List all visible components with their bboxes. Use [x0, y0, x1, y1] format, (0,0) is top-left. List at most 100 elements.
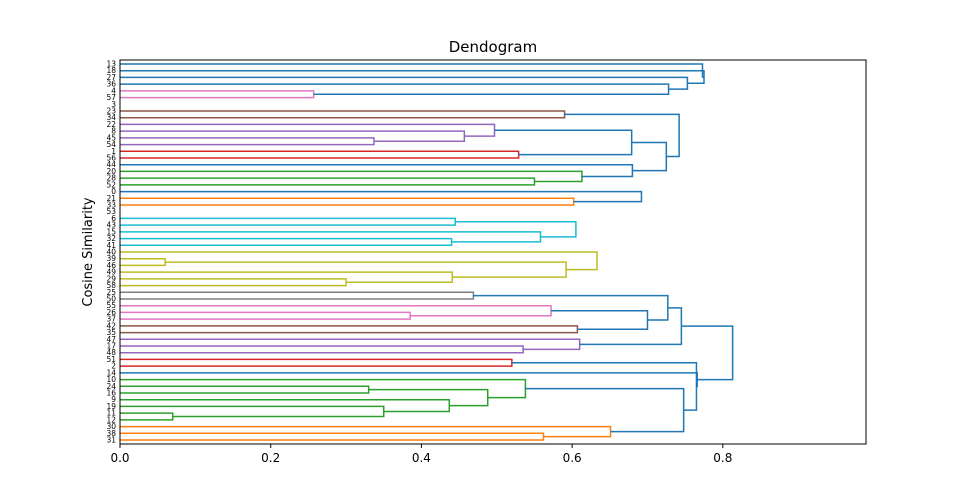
leaf-label: 57 — [106, 93, 116, 102]
leaf-label: 47 — [106, 335, 116, 344]
leaf-label: 14 — [106, 368, 116, 377]
dendrogram-link — [120, 372, 698, 388]
dendrogram-link — [120, 251, 598, 271]
leaf-label: 36 — [106, 80, 116, 89]
leaf-label: 27 — [106, 73, 116, 82]
dendrogram-link — [120, 271, 454, 283]
dendrogram-link — [120, 170, 583, 183]
chart-title: Dendogram — [449, 38, 537, 56]
leaf-label: 49 — [106, 268, 116, 277]
leaf-label: 52 — [106, 180, 116, 189]
x-tick-label: 0.6 — [563, 451, 582, 465]
leaf-label: 20 — [106, 167, 116, 176]
leaf-label: 55 — [106, 301, 116, 310]
dendrogram-link — [120, 378, 527, 399]
leaf-label: 43 — [106, 221, 116, 230]
leaf-label: 29 — [106, 274, 116, 283]
dendrogram-link — [120, 257, 166, 267]
leaf-labels: 1318273645732334228455415644202852021335… — [106, 60, 116, 445]
leaf-label: 31 — [106, 436, 116, 445]
dendrogram-link — [120, 231, 542, 243]
dendrogram-link — [120, 123, 496, 137]
leaf-label: 16 — [106, 389, 116, 398]
dendrogram-links — [120, 63, 734, 441]
leaf-label: 17 — [106, 342, 116, 351]
leaf-label: 25 — [106, 288, 116, 297]
leaf-label: 58 — [106, 281, 116, 290]
dendrogram-link — [631, 141, 668, 172]
dendrogram-link — [120, 412, 174, 421]
leaf-label: 53 — [106, 207, 116, 216]
dendrogram-link — [455, 221, 577, 238]
x-axis: 0.0 0.2 0.4 0.6 0.8 — [110, 444, 732, 465]
dendrogram-link — [120, 69, 705, 85]
leaf-label: 26 — [106, 308, 116, 317]
dendrogram-link — [120, 197, 575, 206]
leaf-label: 23 — [106, 107, 116, 116]
dendrogram-link — [120, 217, 457, 226]
plot-frame — [119, 59, 867, 445]
dendrogram-link — [120, 398, 451, 413]
leaf-label: 37 — [106, 315, 116, 324]
leaf-label: 3 — [111, 100, 116, 109]
dendrogram-link — [525, 387, 685, 433]
dendrogram-link — [120, 291, 475, 300]
leaf-label: 41 — [106, 241, 116, 250]
dendrogram-link — [120, 358, 513, 367]
dendrogram-link — [120, 130, 466, 142]
dendrogram-link — [681, 325, 734, 381]
leaf-label: 32 — [106, 234, 116, 243]
leaf-label: 56 — [106, 154, 116, 163]
leaf-label: 45 — [106, 133, 116, 142]
leaf-label: 18 — [106, 66, 116, 75]
leaf-label: 19 — [106, 402, 116, 411]
leaf-label: 40 — [106, 248, 116, 257]
leaf-label: 50 — [106, 295, 116, 304]
leaf-label: 22 — [106, 120, 116, 129]
leaf-label: 12 — [106, 415, 116, 424]
dendrogram-link — [120, 311, 411, 320]
x-tick-label: 0.8 — [713, 451, 732, 465]
leaf-label: 6 — [111, 214, 116, 223]
dendrogram-link — [120, 432, 545, 441]
dendrogram-link — [120, 338, 581, 351]
dendrogram-link — [564, 113, 680, 158]
dendrogram-link — [511, 362, 698, 411]
leaf-label: 46 — [106, 261, 116, 270]
dendrogram-link — [120, 304, 552, 317]
x-tick-label: 0.2 — [261, 451, 280, 465]
leaf-label: 44 — [106, 160, 116, 169]
leaf-label: 15 — [106, 227, 116, 236]
leaf-label: 21 — [106, 194, 116, 203]
dendrogram-link — [120, 325, 579, 334]
leaf-label: 33 — [106, 201, 116, 210]
leaf-label: 11 — [106, 409, 116, 418]
dendrogram-link — [120, 190, 643, 203]
leaf-label: 0 — [111, 187, 116, 196]
leaf-label: 38 — [106, 429, 116, 438]
dendrogram-link — [120, 345, 524, 354]
leaf-label: 34 — [106, 113, 116, 122]
leaf-label: 51 — [106, 355, 116, 364]
dendrogram-link — [120, 150, 520, 159]
dendrogram-link — [473, 294, 669, 321]
leaf-label: 2 — [111, 362, 116, 371]
dendrogram-link — [120, 137, 375, 146]
leaf-label: 8 — [111, 127, 116, 136]
leaf-label: 39 — [106, 254, 116, 263]
x-tick-label: 0.4 — [412, 451, 431, 465]
dendrogram-link — [120, 110, 566, 119]
leaf-label: 1 — [111, 147, 116, 156]
leaf-label: 30 — [106, 422, 116, 431]
dendrogram-link — [120, 425, 612, 438]
y-axis-label: Cosine Similarity — [81, 197, 96, 307]
dendrogram-link — [579, 307, 683, 346]
leaf-label: 42 — [106, 321, 116, 330]
leaf-label: 35 — [106, 328, 116, 337]
leaf-label: 4 — [111, 86, 116, 95]
dendrogram-link — [120, 385, 370, 394]
dendrogram-link — [120, 237, 453, 247]
leaf-label: 48 — [106, 348, 116, 357]
dendrogram-link — [120, 63, 704, 78]
